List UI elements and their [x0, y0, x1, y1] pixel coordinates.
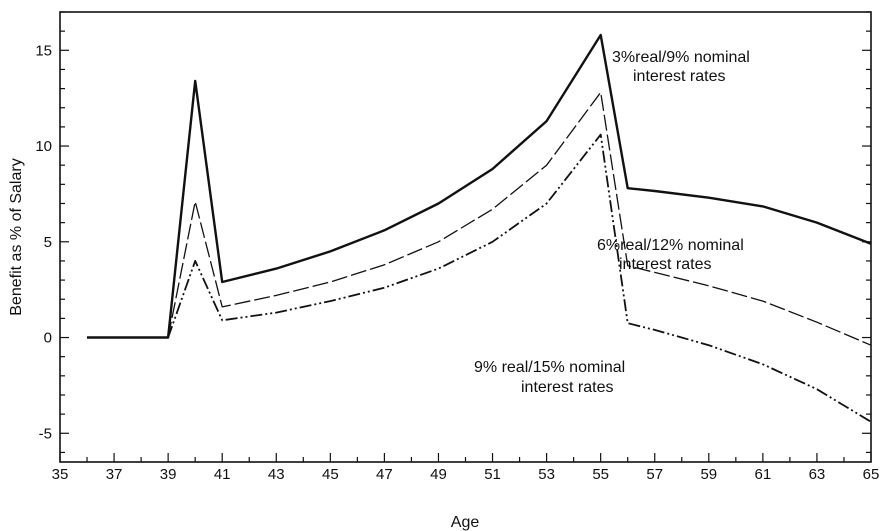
- x-tick-label: 49: [430, 466, 447, 483]
- annotation-3pct-real: 3%real/9% nominal interest rates: [612, 49, 754, 85]
- x-tick-label: 45: [322, 466, 339, 483]
- x-tick-label: 65: [863, 466, 880, 483]
- y-tick-label: 10: [35, 138, 52, 155]
- x-axis-label: Age: [451, 514, 480, 531]
- annotation-6pct-real-line2: interest rates: [619, 256, 711, 273]
- x-tick-label: 61: [755, 466, 772, 483]
- ticks-layer: 35 37 39 41 43 45 47 49 51 53 55 57 59 61 63 65 -5 0 5 10 15: [35, 11, 880, 483]
- x-tick-label: 57: [646, 466, 663, 483]
- x-tick-label: 37: [106, 466, 123, 483]
- series-line-2: [167, 91, 872, 346]
- annotation-6pct-real: 6%real/12% nominal interest rates: [597, 237, 748, 273]
- y-tick-label: 0: [44, 330, 52, 347]
- series-layer: [87, 33, 872, 423]
- plot-frame: [59, 11, 872, 463]
- x-tick-label: 59: [700, 466, 717, 483]
- y-tick-label: 5: [44, 234, 52, 251]
- annotation-9pct-real-line1: 9% real/15% nominal: [474, 359, 625, 376]
- y-tick-label: -5: [39, 425, 52, 442]
- x-tick-label: 41: [214, 466, 231, 483]
- annotation-3pct-real-line2: interest rates: [633, 68, 725, 85]
- x-tick-label: 47: [376, 466, 393, 483]
- x-tick-label: 63: [809, 466, 826, 483]
- annotation-9pct-real-line2: interest rates: [521, 379, 613, 396]
- x-tick-label: 43: [268, 466, 285, 483]
- x-tick-label: 55: [592, 466, 609, 483]
- series-line-1: [87, 33, 872, 339]
- series-line-3: [167, 133, 872, 423]
- annotation-9pct-real: 9% real/15% nominal interest rates: [474, 359, 630, 396]
- x-tick-label: 51: [484, 466, 501, 483]
- x-tick-label: 35: [52, 466, 69, 483]
- x-tick-label: 53: [538, 466, 555, 483]
- y-axis-label: Benefit as % of Salary: [8, 158, 25, 315]
- annotation-3pct-real-line1: 3%real/9% nominal: [612, 49, 750, 66]
- x-tick-label: 39: [160, 466, 177, 483]
- y-tick-label: 15: [35, 42, 52, 59]
- annotation-6pct-real-line1: 6%real/12% nominal: [597, 237, 744, 254]
